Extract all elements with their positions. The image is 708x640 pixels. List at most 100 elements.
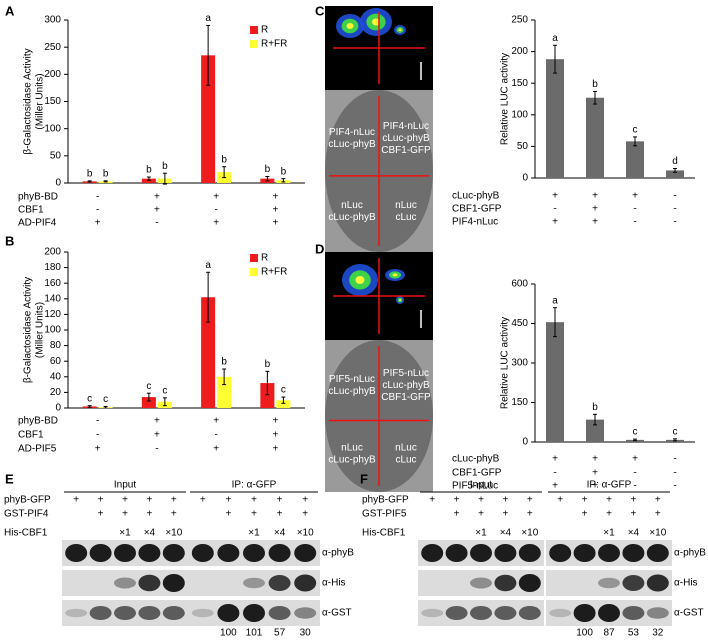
condition-mark: - [633,217,636,228]
y-tick-label: 120 [44,309,61,320]
y-tick-label: 180 [44,262,61,273]
quantification: 57 [274,628,286,639]
condition-mark: + [272,444,278,455]
treatment-mark: + [630,509,636,520]
significance-letter: d [672,156,678,167]
error-bar [265,175,270,182]
condition-mark: + [592,481,598,492]
condition-mark: + [632,191,638,202]
condition-mark: + [154,205,160,216]
y-tick-label: 200 [44,69,61,80]
construct-label: PIF5-nLuc [383,368,429,379]
y-tick-label: 250 [511,15,528,26]
condition-mark: - [673,191,676,202]
legend-swatch [250,40,258,48]
treatment-mark: ×1 [119,528,131,539]
significance-letter: c [633,125,638,136]
antibody-label: α-GST [674,608,704,619]
treatment-mark: + [251,509,257,520]
condition-mark: + [592,217,598,228]
treatment-mark: + [429,495,435,506]
y-tick-label: 160 [44,278,61,289]
condition-mark: - [96,430,99,441]
blot-band [549,608,572,618]
blot-band [268,544,291,562]
y-tick-label: 200 [511,46,528,57]
treatment-mark: + [277,509,283,520]
condition-mark: + [213,192,219,203]
bar [141,397,156,408]
legend-swatch [250,26,258,34]
treatment-mark: + [122,495,128,506]
treatment-mark: ×10 [649,528,666,539]
condition-mark: + [552,191,558,202]
condition-mark: - [633,481,636,492]
quantification: 30 [300,628,312,639]
significance-letter: c [146,381,151,392]
condition-mark: + [272,218,278,229]
bar [217,376,232,408]
luminescence-signal [392,273,398,277]
luminescence-signal [398,28,402,32]
blot-band [217,604,240,622]
blot-band [65,608,88,618]
y-tick-label: 60 [50,356,62,367]
treatment-mark: + [606,509,612,520]
blot-band [162,574,185,592]
significance-letter: c [633,427,638,438]
treatment-mark: + [251,495,257,506]
group-header: Input [114,480,136,491]
blot-band [243,577,265,589]
panel-label: E [5,471,14,486]
legend-swatch [250,268,258,276]
construct-label: CBF1-GFP [381,145,431,156]
blot-band [138,574,161,592]
condition-mark: - [214,430,217,441]
antibody-label: α-phyB [322,548,354,559]
significance-letter: c [281,385,286,396]
y-axis-label: Relative LUC activity [500,317,511,409]
blot-band [494,606,517,620]
blot-band [268,606,291,620]
blot-band [89,544,112,562]
significance-letter: a [205,13,211,24]
blot-band [445,544,468,562]
treatment-mark: + [454,509,460,520]
error-bar [593,90,597,105]
error-bar [633,438,637,442]
y-tick-label: 300 [511,358,528,369]
bar [586,419,604,442]
treatment-mark: ×10 [165,528,182,539]
condition-mark: + [95,444,101,455]
construct-label: cLuc-phyB [328,139,376,150]
blot-band [573,544,596,562]
error-bar [673,168,677,173]
condition-label: CBF1-GFP [452,468,502,479]
legend-label: R [261,253,268,264]
treatment-mark: + [502,495,508,506]
construct-label: CBF1-GFP [381,392,431,403]
blot-band [549,544,572,562]
error-bar [103,405,108,409]
condition-mark: - [673,468,676,479]
blot-band [421,608,444,618]
significance-letter: c [162,386,167,397]
antibody-label: α-His [674,578,698,589]
treatment-mark: + [302,495,308,506]
luminescence-signal [346,23,354,29]
significance-letter: a [552,33,558,44]
error-bar [87,180,92,183]
quantification: 101 [246,628,263,639]
y-tick-label: 100 [44,123,61,134]
antibody-label: α-phyB [674,548,706,559]
blot-band [445,606,468,620]
bar [276,400,291,408]
treatment-label: GST-PIF5 [362,509,407,520]
y-tick-label: 150 [44,96,61,107]
antibody-label: α-His [322,578,346,589]
y-tick-label: 100 [511,109,528,120]
y-tick-label: 50 [517,141,529,152]
treatment-mark: + [146,509,152,520]
luminescence-signal [399,299,401,301]
construct-label: cLuc-phyB [328,386,376,397]
